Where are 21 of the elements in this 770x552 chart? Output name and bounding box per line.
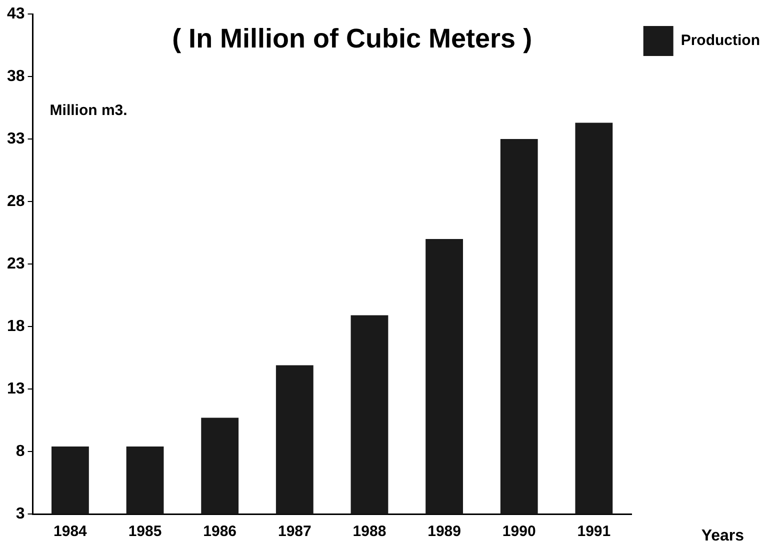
x-tick-label: 1986 — [203, 523, 237, 540]
y-tick-label: 13 — [7, 380, 25, 398]
y-tick-label: 38 — [7, 68, 25, 85]
x-tick-label: 1990 — [502, 523, 536, 540]
y-tick-label: 8 — [16, 442, 25, 460]
x-tick-label: 1989 — [428, 523, 461, 540]
x-tick-label: 1991 — [577, 523, 611, 540]
legend-label: Production — [680, 32, 760, 50]
y-tick-label: 33 — [7, 130, 25, 148]
y-tick-label: 28 — [7, 192, 25, 210]
chart-title: ( In Million of Cubic Meters ) — [172, 23, 532, 54]
x-tick-label: 1984 — [54, 523, 88, 540]
y-axis-title: Million m3. — [50, 102, 128, 120]
x-tick-label: 1988 — [352, 523, 386, 540]
y-tick-label: 23 — [7, 255, 25, 272]
x-axis-title: Years — [701, 527, 744, 544]
x-tick-label: 1987 — [278, 523, 312, 540]
x-tick-label: 1985 — [128, 523, 162, 540]
y-tick-label: 3 — [16, 505, 25, 522]
y-tick-label: 43 — [7, 5, 25, 22]
y-tick-label: 18 — [7, 318, 25, 335]
